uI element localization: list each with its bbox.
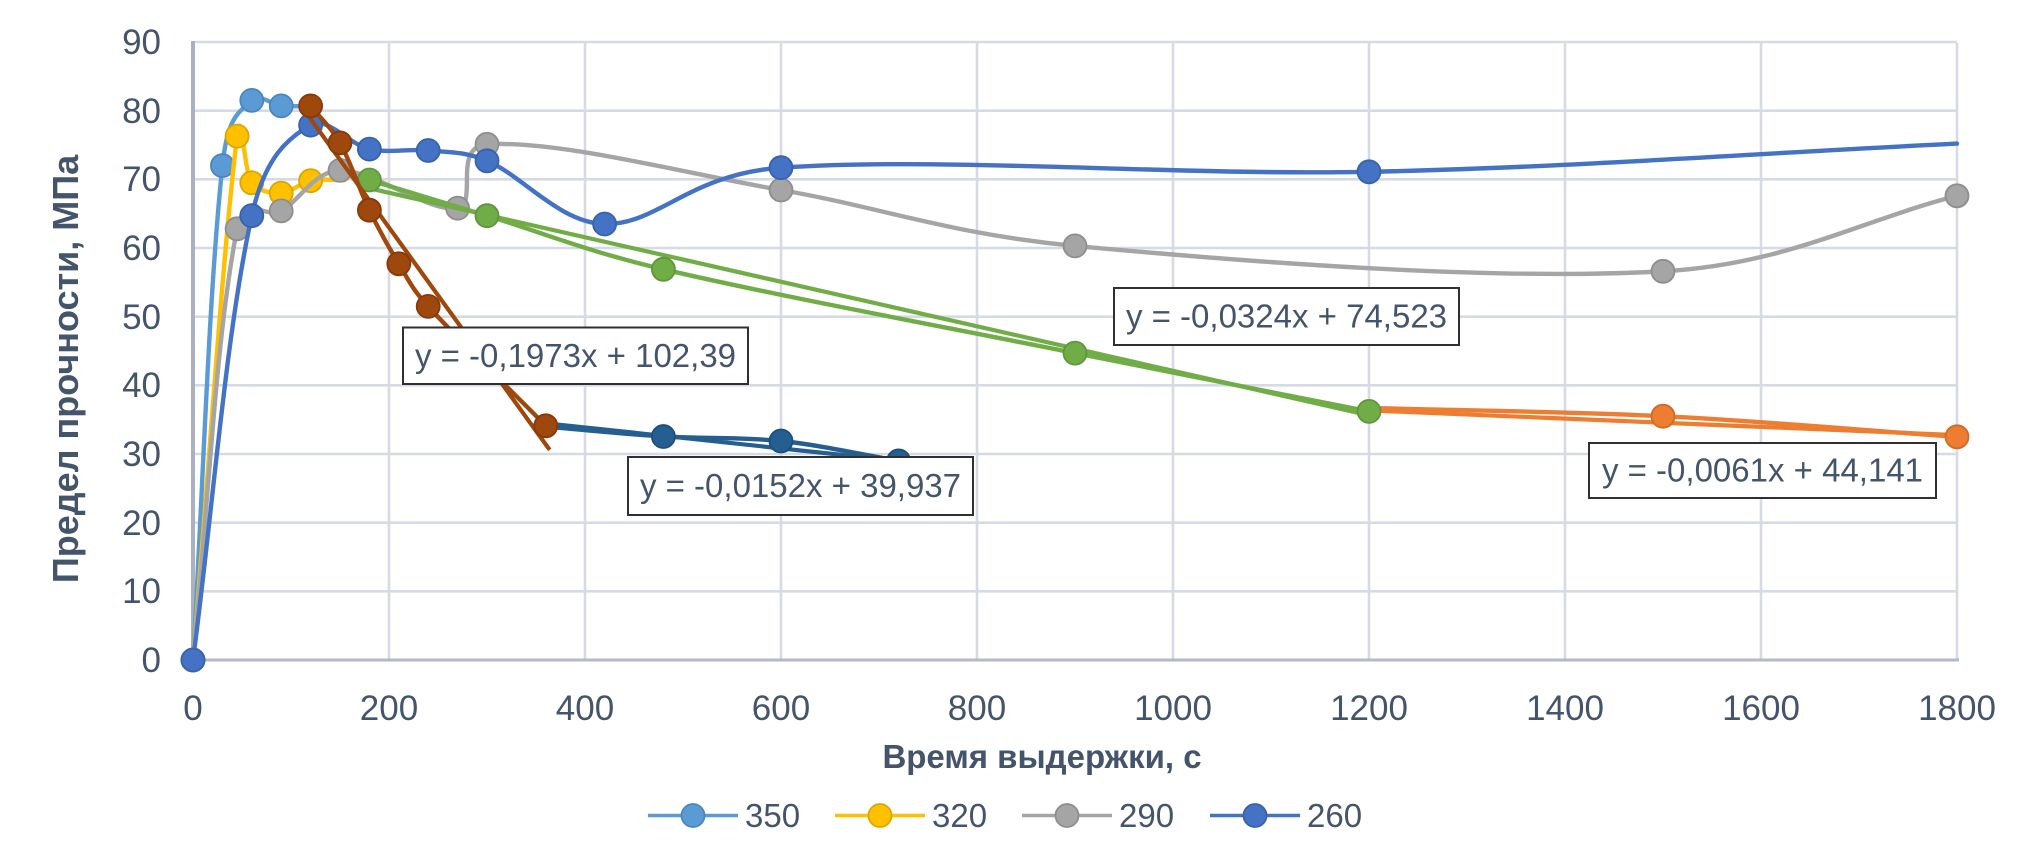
- svg-text:0: 0: [142, 641, 161, 680]
- svg-text:80: 80: [122, 92, 161, 131]
- svg-text:90: 90: [122, 23, 161, 62]
- svg-text:50: 50: [122, 298, 161, 337]
- svg-text:290: 290: [1119, 797, 1174, 834]
- svg-text:20: 20: [122, 504, 161, 543]
- svg-text:Время выдержки, с: Время выдержки, с: [882, 738, 1201, 775]
- svg-text:1000: 1000: [1134, 689, 1212, 728]
- svg-text:1400: 1400: [1526, 689, 1604, 728]
- svg-text:1800: 1800: [1918, 689, 1996, 728]
- svg-text:y = -0,1973x + 102,39: y = -0,1973x + 102,39: [415, 337, 736, 374]
- svg-text:1600: 1600: [1722, 689, 1800, 728]
- svg-text:800: 800: [948, 689, 1006, 728]
- svg-text:70: 70: [122, 160, 161, 199]
- svg-text:Предел прочности, МПа: Предел прочности, МПа: [45, 154, 86, 583]
- svg-text:30: 30: [122, 435, 161, 474]
- svg-text:10: 10: [122, 572, 161, 611]
- svg-text:0: 0: [183, 689, 202, 728]
- svg-text:200: 200: [360, 689, 418, 728]
- svg-text:y = -0,0324x + 74,523: y = -0,0324x + 74,523: [1126, 298, 1447, 335]
- svg-text:350: 350: [745, 797, 800, 834]
- svg-text:1200: 1200: [1330, 689, 1408, 728]
- svg-text:40: 40: [122, 366, 161, 405]
- svg-text:y = -0,0152x + 39,937: y = -0,0152x + 39,937: [640, 467, 961, 504]
- svg-text:320: 320: [932, 797, 987, 834]
- svg-text:60: 60: [122, 229, 161, 268]
- svg-text:y = -0,0061x + 44,141: y = -0,0061x + 44,141: [1602, 452, 1923, 489]
- svg-text:600: 600: [752, 689, 810, 728]
- svg-text:260: 260: [1307, 797, 1362, 834]
- svg-text:400: 400: [556, 689, 614, 728]
